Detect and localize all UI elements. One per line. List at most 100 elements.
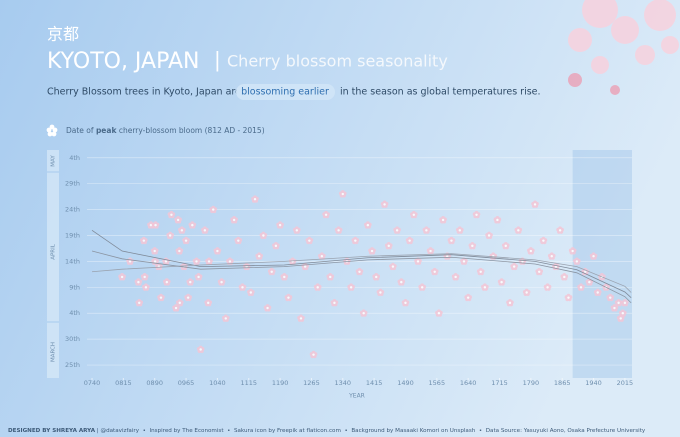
petal-center: [466, 296, 470, 299]
blossom-point: [151, 221, 160, 229]
blossom-point: [372, 273, 381, 281]
petal-center: [316, 286, 319, 289]
blossom-point: [322, 210, 330, 219]
blossom-point: [451, 273, 460, 281]
blossom-point: [359, 309, 368, 317]
blossom-point: [397, 278, 406, 286]
y-tick-label: 24th: [65, 206, 80, 214]
petal-center: [454, 275, 457, 279]
petal-center: [186, 296, 190, 299]
blossom-point: [175, 247, 184, 255]
petal-center: [517, 229, 520, 232]
y-tick-label: 4th: [69, 154, 80, 162]
x-tick-label: 1415: [366, 379, 383, 387]
blossom-point: [493, 216, 502, 224]
petal-center: [216, 249, 219, 253]
blossom-point: [497, 278, 506, 286]
petal-center: [475, 213, 478, 216]
subtitle: Cherry Blossom trees in Kyoto, Japan are: [47, 87, 241, 98]
petal-center: [138, 301, 141, 305]
petal-center: [571, 249, 574, 253]
title-native: 京都: [47, 25, 79, 44]
blossom-point: [405, 236, 414, 245]
petal-center: [349, 286, 353, 289]
blossom-point: [196, 345, 205, 354]
blossom-point: [456, 226, 464, 234]
petal-center: [212, 208, 215, 211]
petal-center: [257, 255, 261, 258]
title: KYOTO, JAPAN: [47, 49, 199, 74]
blossom-point: [435, 309, 443, 317]
petal-center: [563, 275, 566, 279]
blossom-point: [230, 216, 238, 224]
blossom-point: [284, 293, 293, 302]
petal-center: [596, 291, 599, 294]
blossom-point: [460, 257, 468, 265]
blossom-point: [476, 267, 485, 276]
legend-label: Date of peak cherry-blossom bloom (812 A…: [66, 126, 265, 135]
blossom-point: [389, 262, 397, 271]
blossom-point: [514, 226, 523, 234]
blossom-point: [338, 190, 347, 198]
blossom-point: [539, 236, 548, 245]
blossom-point: [192, 257, 201, 265]
petal-center: [249, 291, 253, 294]
petal-center: [153, 260, 157, 263]
petal-center: [366, 223, 370, 227]
petal-center: [525, 291, 528, 294]
petal-center: [500, 280, 503, 284]
x-tick-label: 1490: [397, 379, 414, 387]
petal-center: [408, 239, 411, 242]
blossom-point: [401, 298, 410, 307]
blossom-point: [293, 226, 301, 234]
blossom-point: [347, 283, 355, 291]
blossom-point: [188, 221, 197, 229]
blossom-point: [610, 304, 619, 312]
blossom-point: [142, 283, 150, 291]
blossom-point: [621, 298, 629, 307]
blossom-point: [209, 205, 218, 214]
blossom-point: [430, 267, 439, 276]
blossom-point: [619, 309, 627, 317]
petal-center: [621, 312, 625, 315]
petal-center: [287, 296, 290, 299]
blossom-point: [163, 278, 171, 286]
petal-center: [295, 229, 299, 232]
blossom-point: [527, 247, 535, 255]
blossom-point: [309, 350, 318, 359]
petal-center: [324, 213, 328, 216]
x-tick-label: 1790: [523, 379, 540, 387]
petal-center: [199, 348, 202, 351]
blossom-point: [547, 252, 556, 260]
petal-center: [420, 286, 424, 289]
blossom-point: [593, 288, 602, 297]
x-tick-label: 1340: [335, 379, 352, 387]
petal-center: [383, 203, 386, 206]
trend-line: [91, 250, 632, 304]
blossom-point: [118, 273, 126, 281]
petal-center: [613, 306, 616, 310]
petal-center: [375, 275, 378, 279]
blossom-point: [568, 247, 577, 255]
petal-center: [149, 223, 153, 227]
blossom-point: [330, 298, 339, 307]
blossom-point: [186, 278, 195, 286]
petal-center: [362, 312, 365, 315]
petal-center: [425, 229, 428, 232]
petal-center: [153, 249, 156, 253]
blossom-point: [280, 273, 289, 281]
petal-center: [412, 213, 416, 216]
blossom-point: [175, 298, 184, 307]
x-tick-label: 1865: [554, 379, 571, 387]
legend-icon: [46, 124, 58, 137]
blossom-point: [376, 288, 385, 297]
petal-center: [165, 280, 169, 284]
trend-line: [91, 229, 632, 298]
subtitle-highlight: blossoming earlier: [241, 87, 329, 98]
petal-center: [462, 260, 466, 263]
x-tick-label: 0740: [84, 379, 101, 387]
petal-center: [224, 317, 227, 320]
petal-center: [237, 239, 240, 242]
petal-center: [191, 223, 194, 227]
blossom-point: [384, 241, 393, 250]
